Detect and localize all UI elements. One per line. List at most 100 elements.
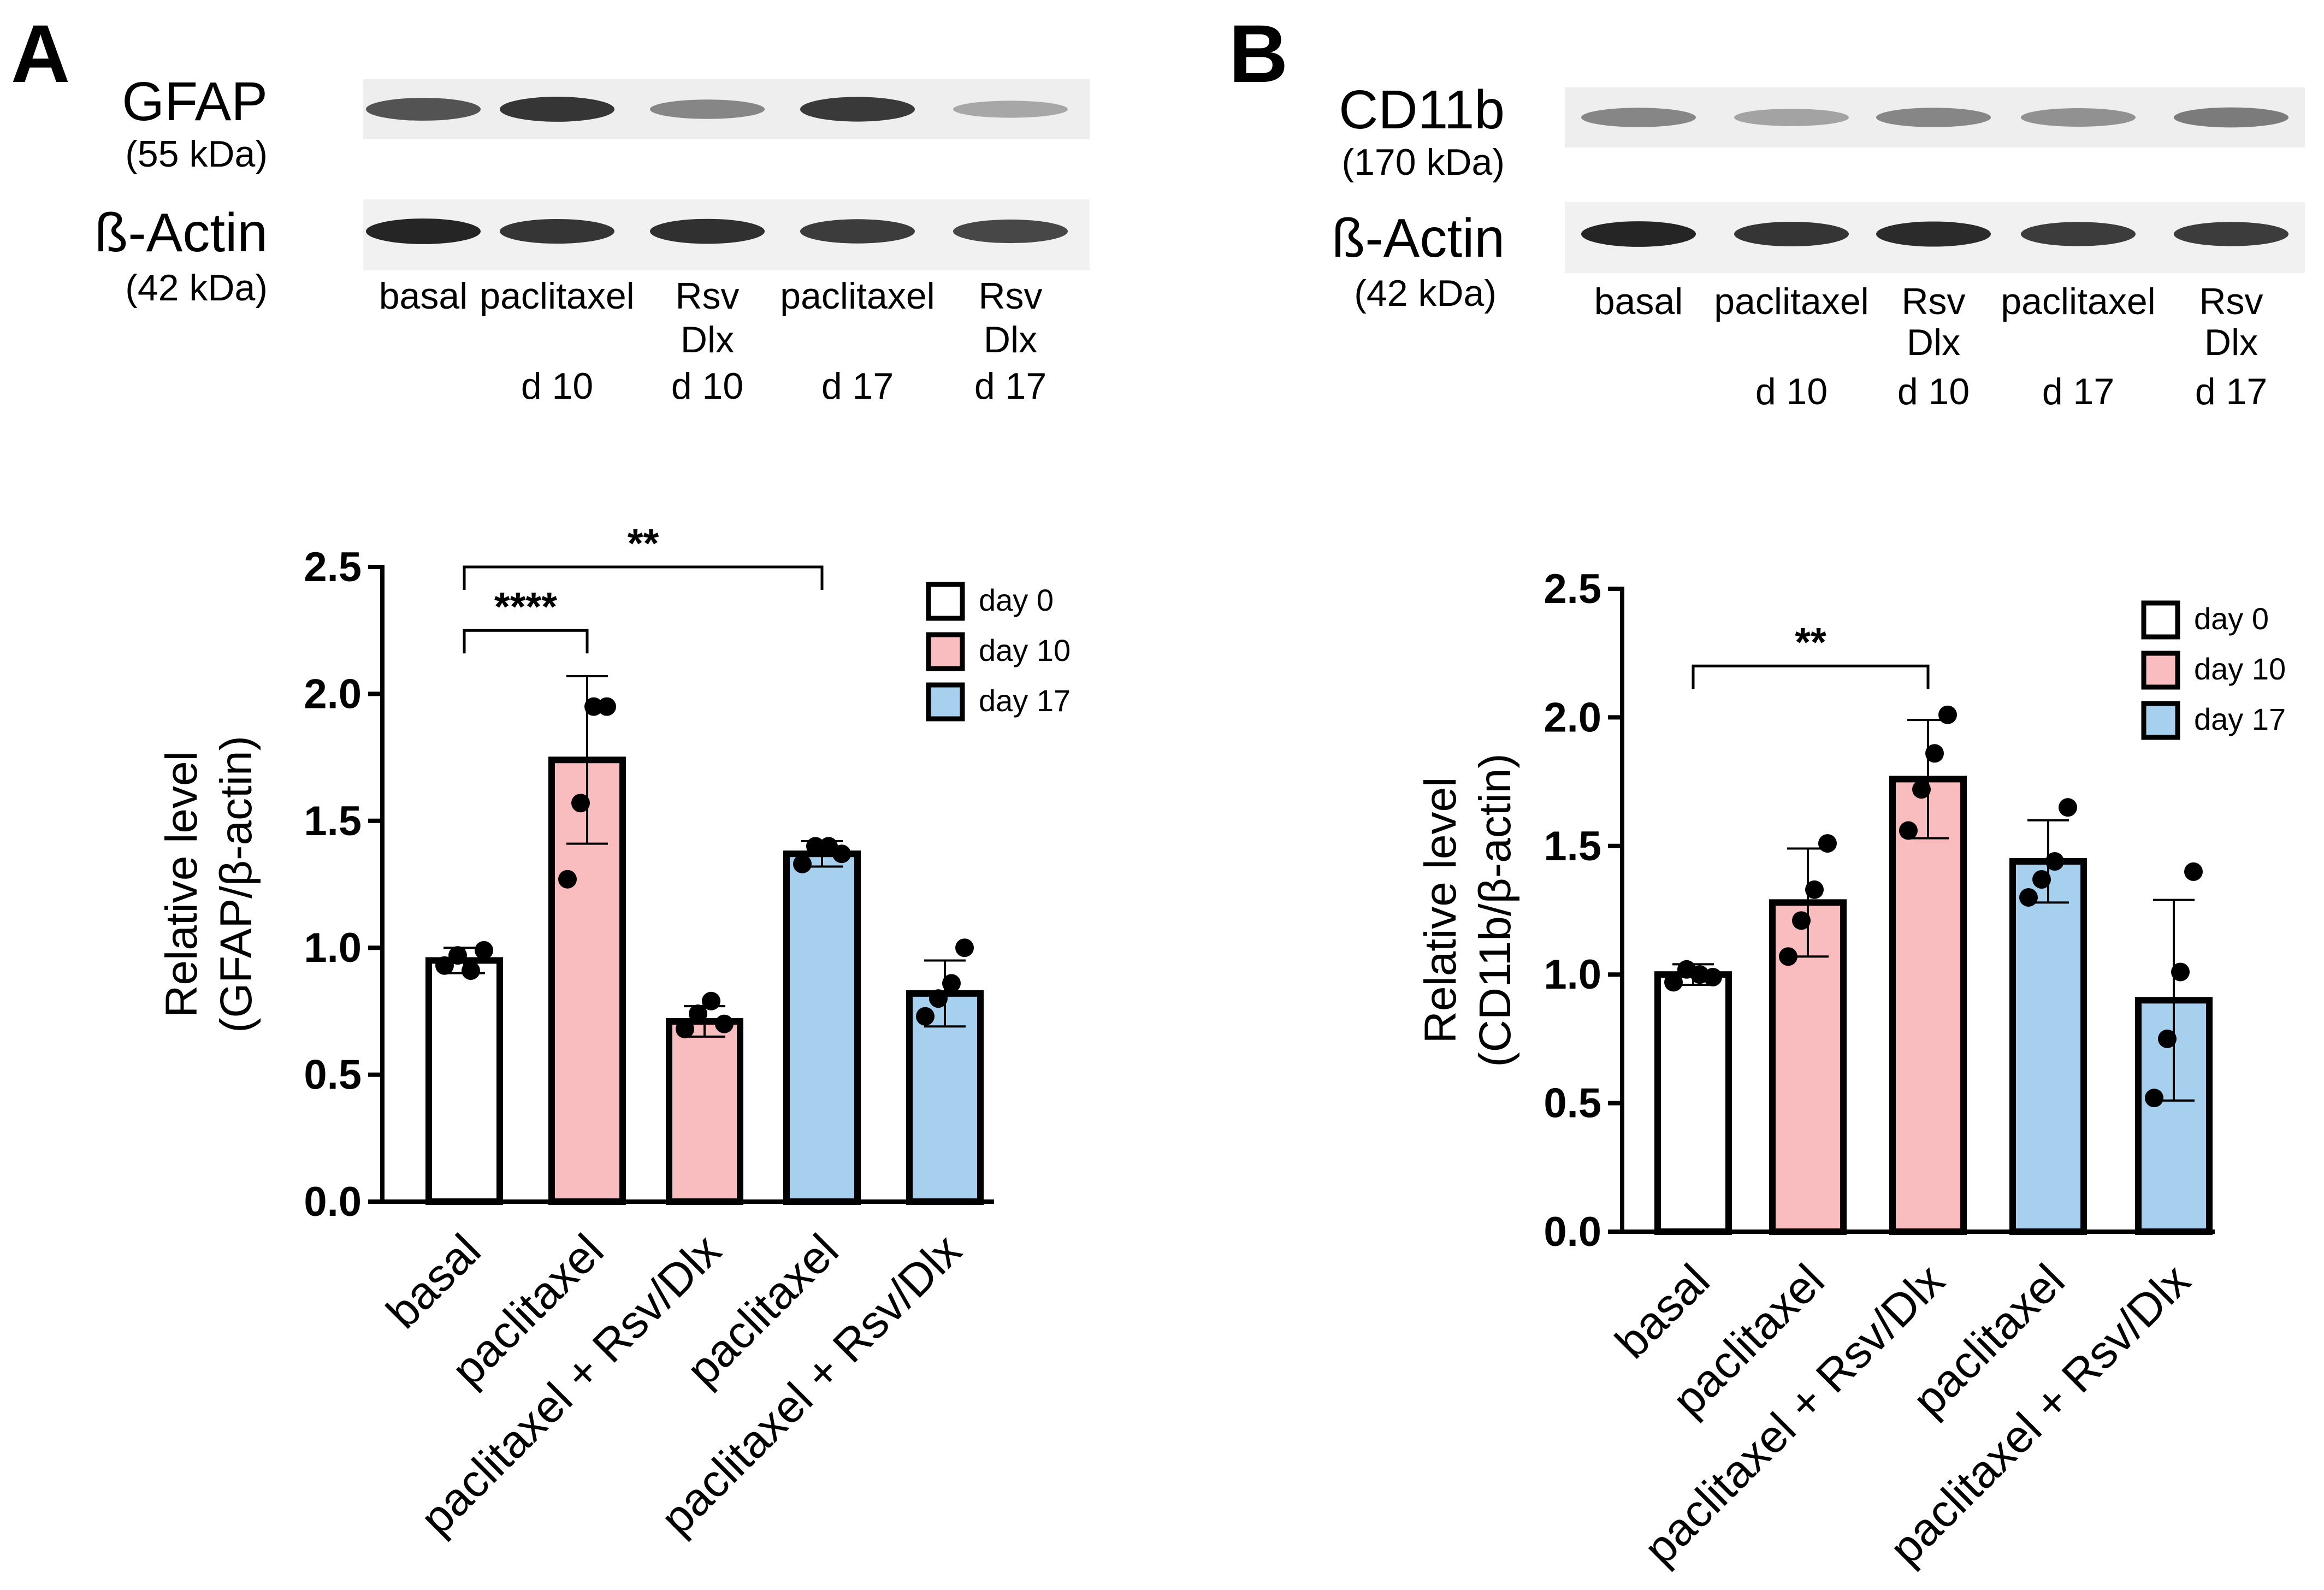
data-point: [689, 1004, 707, 1024]
blot-a-control-name: ß-Actin: [94, 202, 268, 263]
data-point: [1925, 744, 1944, 763]
data-point: [2184, 862, 2203, 881]
data-point: [942, 974, 961, 993]
y-tick-label: 1.0: [304, 925, 362, 971]
bar: [2009, 858, 2087, 1235]
data-point: [435, 956, 454, 975]
blot-b-control-kda: (42 kDa): [1354, 273, 1497, 314]
data-point: [584, 697, 603, 716]
significance-bracket: [463, 565, 824, 590]
blot-b-lane-label: Dlx: [1907, 322, 1960, 363]
blot-a-target-name: GFAP: [122, 71, 268, 132]
panel-letter-a: A: [11, 8, 70, 99]
blot-a-control-band: [366, 218, 481, 244]
data-point: [676, 1019, 694, 1038]
bar: [783, 850, 861, 1205]
blot-b-target-band: [1581, 108, 1696, 127]
blot-a-control-kda: (42 kDa): [125, 267, 268, 309]
blot-b-lane-label: paclitaxel: [2001, 281, 2156, 322]
legend-label: day 0: [979, 583, 1054, 617]
blot-a-target-band: [953, 101, 1068, 118]
data-point: [475, 941, 493, 960]
data-point: [929, 989, 948, 1008]
data-point: [1704, 967, 1722, 986]
blot-b-lane-label: d 17: [2195, 371, 2267, 412]
blot-b-control-band: [2174, 222, 2288, 246]
legend-label: day 10: [979, 633, 1071, 667]
blot-b-target-kda: (170 kDa): [1341, 141, 1505, 183]
y-tick-label: 0.0: [1544, 1209, 1601, 1255]
legend-swatch: [926, 632, 965, 671]
legend-label: day 0: [2194, 601, 2269, 636]
bar: [1889, 776, 1967, 1235]
blot-b-control-band: [1734, 221, 1849, 247]
data-point: [1818, 834, 1837, 853]
data-point: [955, 938, 974, 957]
blot-a-lane-label: paclitaxel: [780, 275, 935, 317]
blot-a-control-band: [650, 218, 765, 244]
blot-a-lane-label: paclitaxel: [480, 275, 635, 317]
y-tick-label: 0.5: [1544, 1080, 1601, 1127]
blot-b-control-band: [1581, 221, 1696, 247]
data-point: [1792, 911, 1811, 930]
blot-a-lane-label: d 17: [821, 365, 894, 407]
bar: [1654, 971, 1732, 1235]
significance-label: ****: [494, 584, 557, 629]
blot-a-control-band: [953, 219, 1068, 244]
y-tick-label: 2.5: [304, 544, 362, 590]
blot-b-lane-label: Dlx: [2204, 322, 2258, 363]
data-point: [793, 854, 812, 873]
legend-label: day 17: [979, 683, 1071, 718]
data-point: [598, 697, 616, 716]
y-tick-label: 1.5: [1544, 823, 1601, 870]
blot-a-lane-label: d 17: [974, 365, 1046, 407]
data-point: [806, 837, 825, 856]
blot-b-target-band: [1734, 109, 1849, 126]
y-tick-label: 2.0: [304, 671, 362, 717]
blot-a-target-band: [800, 97, 915, 122]
y-tick-label: 0.0: [304, 1179, 362, 1225]
significance-label: **: [628, 521, 659, 566]
legend-swatch: [2141, 701, 2180, 740]
data-point: [2171, 962, 2190, 982]
blot-a-lane-label: Dlx: [984, 319, 1037, 360]
y-axis-label-unit: (GFAP/β-actin): [211, 736, 261, 1033]
blot-a-lane-label: d 10: [671, 365, 743, 407]
blot-b-control-band: [2021, 222, 2136, 246]
data-point: [462, 961, 480, 980]
data-point: [2145, 1089, 2163, 1108]
legend-label: day 17: [2194, 702, 2286, 736]
y-axis-label: Relative level: [1416, 777, 1465, 1044]
data-point: [2032, 870, 2051, 889]
data-point: [1938, 705, 1957, 724]
blot-b-lane-label: basal: [1594, 281, 1683, 322]
data-point: [1805, 880, 1824, 899]
blot-b-lane-label: paclitaxel: [1714, 281, 1869, 322]
y-tick-label: 2.0: [1544, 694, 1601, 741]
significance-bracket: [1692, 664, 1930, 689]
blot-a-target-band: [366, 98, 481, 121]
blot-a-lane-label: d 10: [521, 365, 593, 407]
data-point: [2059, 798, 2077, 817]
blot-b-control-name: ß-Actin: [1332, 208, 1505, 269]
data-point: [832, 844, 851, 864]
data-point: [448, 946, 467, 965]
blot-b-target-name: CD11b: [1339, 79, 1505, 140]
y-tick-label: 0.5: [304, 1052, 362, 1098]
blot-b-lane-label: Rsv: [1901, 281, 1965, 322]
y-tick-label: 1.0: [1544, 951, 1601, 998]
y-tick-label: 1.5: [304, 798, 362, 844]
blot-b-lane-label: d 17: [2042, 371, 2114, 412]
data-point: [1912, 780, 1931, 799]
significance-bracket: [463, 629, 589, 654]
data-point: [715, 1014, 734, 1033]
bar: [425, 957, 503, 1205]
data-point: [1899, 821, 1918, 840]
blot-a-target-kda: (55 kDa): [125, 133, 268, 175]
blot-b-control-band: [1876, 221, 1991, 247]
data-point: [1779, 947, 1797, 966]
y-axis-label-unit: (CD11b/β-actin): [1470, 753, 1520, 1067]
bar: [666, 1018, 743, 1205]
blot-b-target-band: [1876, 108, 1991, 127]
